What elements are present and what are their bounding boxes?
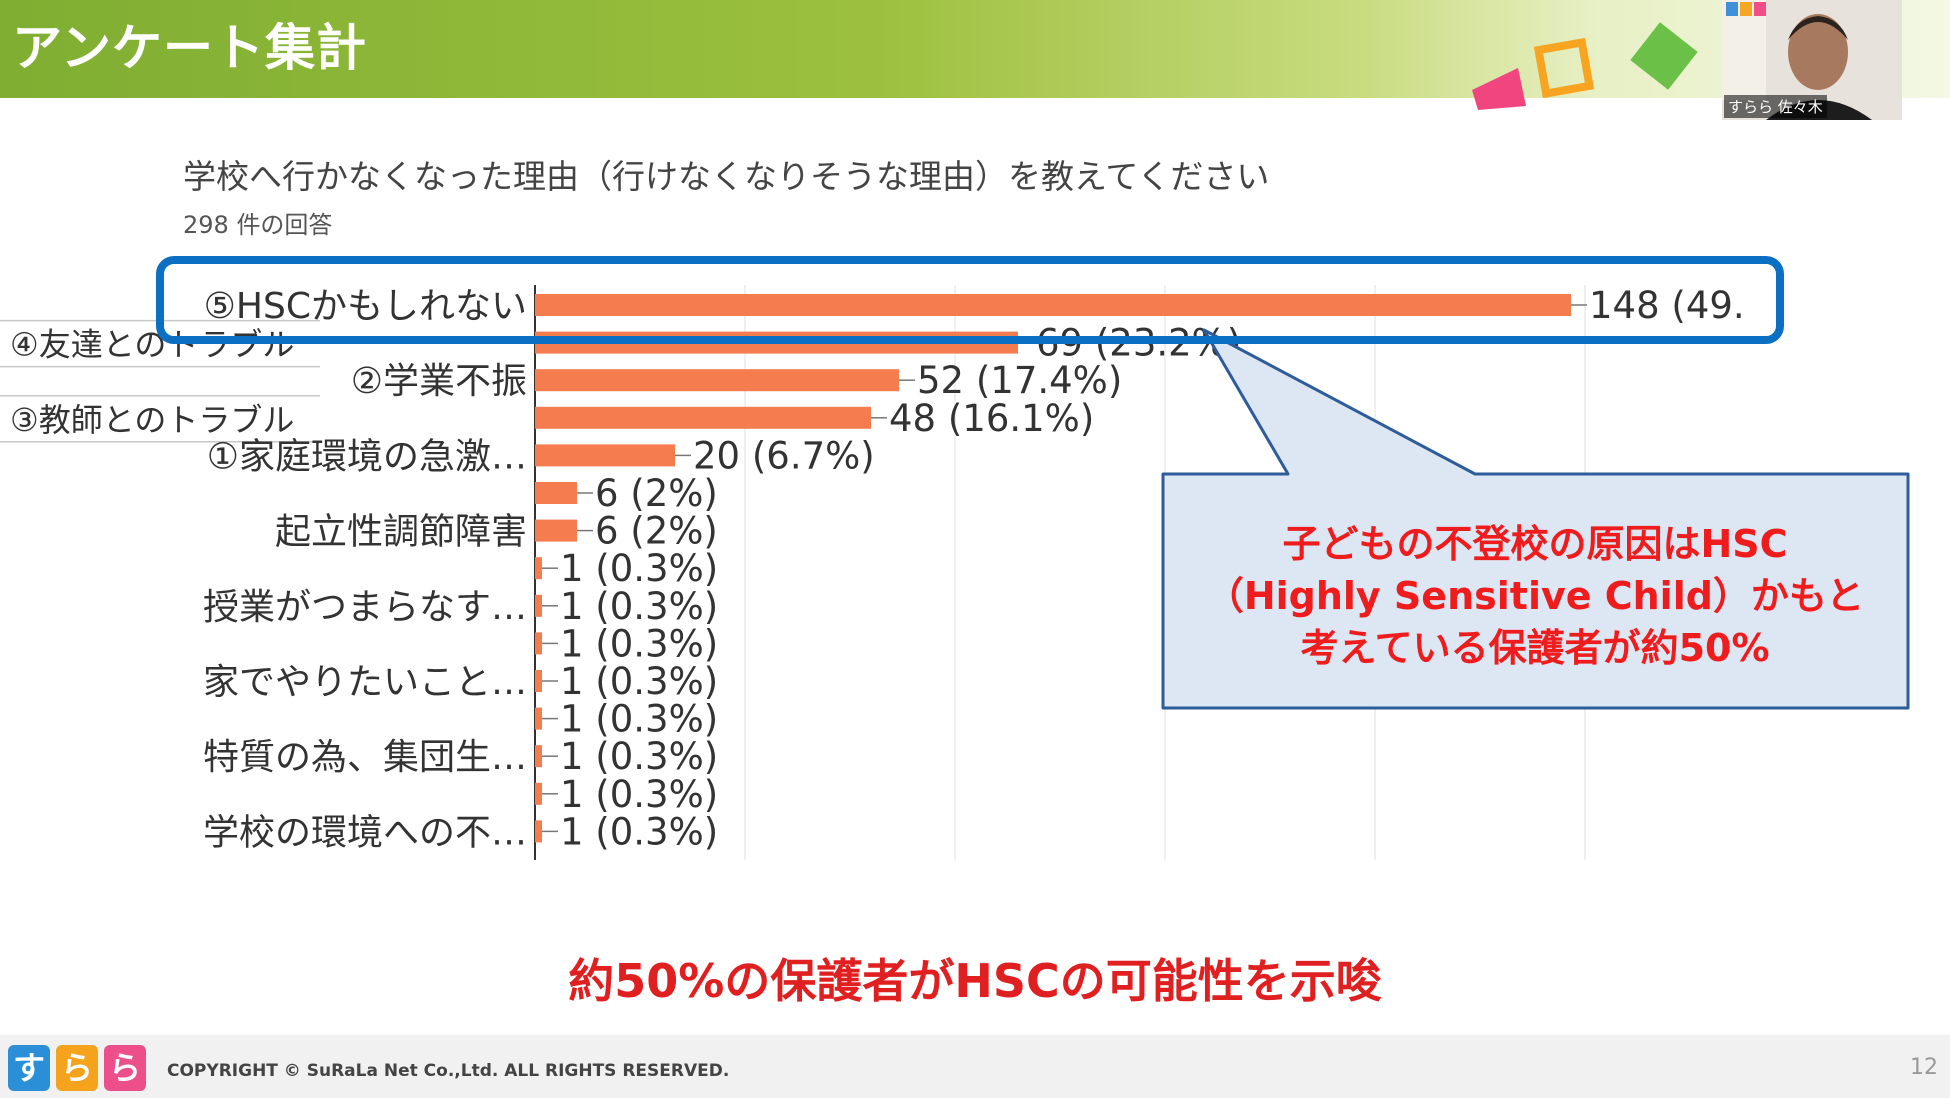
bar bbox=[535, 670, 542, 692]
bar bbox=[535, 519, 577, 542]
logo-char-2: ら bbox=[56, 1045, 98, 1091]
slide-header: アンケート集計 bbox=[0, 0, 1950, 110]
webcam-overlay: すらら 佐々木 bbox=[1722, 0, 1902, 120]
data-label: 1 (0.3%) bbox=[560, 622, 718, 665]
data-label: 1 (0.3%) bbox=[560, 585, 718, 628]
response-count: 298 件の回答 bbox=[183, 211, 333, 239]
bar bbox=[535, 294, 1571, 316]
data-label: 48 (16.1%) bbox=[889, 397, 1094, 440]
bar bbox=[535, 369, 899, 392]
bar bbox=[535, 632, 542, 655]
category-label: 学校の環境への不… bbox=[203, 812, 527, 853]
data-label: 1 (0.3%) bbox=[560, 660, 718, 703]
data-label: 1 (0.3%) bbox=[560, 773, 718, 816]
data-label: 1 (0.3%) bbox=[560, 810, 718, 853]
category-label: ②学業不振 bbox=[351, 361, 527, 402]
logo-char-3: ら bbox=[104, 1045, 146, 1091]
callout-text: 子どもの不登校の原因はHSC （Highly Sensitive Child）か… bbox=[1165, 518, 1905, 674]
highlight-frame bbox=[156, 256, 1784, 344]
data-label: 1 (0.3%) bbox=[560, 698, 718, 741]
data-label: 148 (49. bbox=[1589, 284, 1745, 327]
bar bbox=[535, 482, 577, 504]
bar bbox=[535, 594, 542, 617]
slide-title: アンケート集計 bbox=[12, 19, 367, 77]
takeaway-text: 約50%の保護者がHSCの可能性を示唆 bbox=[568, 954, 1382, 1008]
data-label: 6 (2%) bbox=[595, 472, 718, 515]
category-label: 授業がつまらなす… bbox=[203, 587, 527, 628]
callout-line: 考えている保護者が約50% bbox=[1300, 626, 1770, 670]
webcam-name-label: すらら 佐々木 bbox=[1724, 95, 1827, 118]
category-label: 特質の為、集団生… bbox=[203, 737, 527, 778]
slide-footer: す ら ら COPYRIGHT © SuRaLa Net Co.,Ltd. AL… bbox=[0, 1035, 1950, 1098]
bar bbox=[535, 557, 542, 580]
copyright-text: COPYRIGHT © SuRaLa Net Co.,Ltd. ALL RIGH… bbox=[167, 1061, 730, 1081]
category-label: ④友達とのトラブル bbox=[10, 326, 294, 364]
data-label: 20 (6.7%) bbox=[693, 434, 875, 477]
category-label: 家でやりたいこと… bbox=[203, 662, 527, 703]
data-label: 6 (2%) bbox=[595, 510, 718, 553]
bar bbox=[535, 406, 871, 429]
bar bbox=[535, 820, 542, 843]
bar bbox=[535, 782, 542, 805]
survey-question: 学校へ行かなくなった理由（行けなくなりそうな理由）を教えてください bbox=[183, 157, 1270, 196]
category-label: ③教師とのトラブル bbox=[10, 401, 294, 439]
bar bbox=[535, 745, 542, 768]
data-label: 52 (17.4%) bbox=[917, 359, 1122, 402]
category-label: ①家庭環境の急激… bbox=[207, 436, 527, 477]
data-label: 1 (0.3%) bbox=[560, 735, 718, 778]
header-decoration bbox=[1472, 22, 1698, 110]
category-label: 起立性調節障害 bbox=[275, 512, 527, 553]
data-label: 1 (0.3%) bbox=[560, 547, 718, 590]
bar bbox=[535, 707, 542, 730]
page-number: 12 bbox=[1910, 1055, 1938, 1080]
callout-line: （Highly Sensitive Child）かもと bbox=[1205, 574, 1865, 618]
logo-char-1: す bbox=[8, 1045, 50, 1091]
callout-line: 子どもの不登校の原因はHSC bbox=[1282, 522, 1788, 566]
bar bbox=[535, 444, 675, 467]
